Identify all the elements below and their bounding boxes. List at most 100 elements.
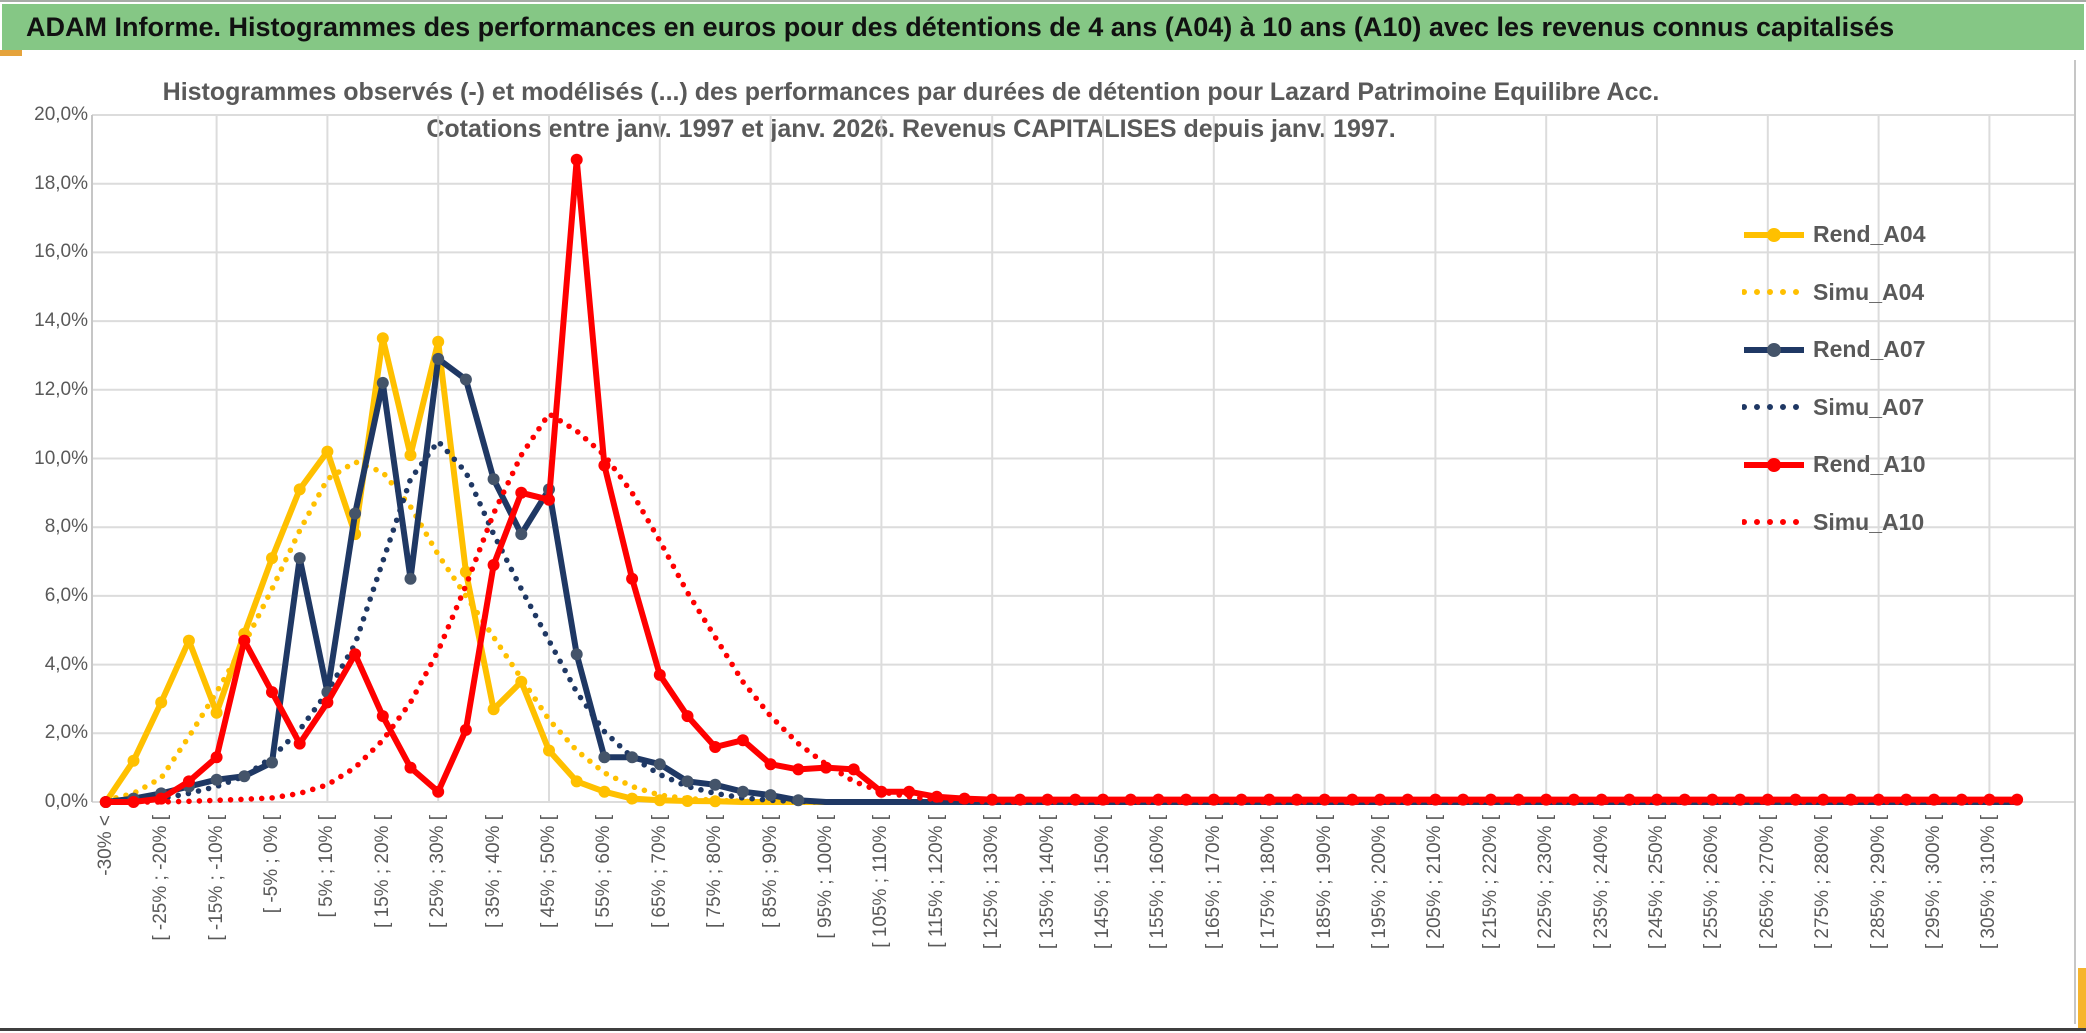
y-tick-label: 12,0% — [34, 378, 88, 400]
x-tick-label: [ 155% ; 160% [ — [1147, 815, 1169, 950]
data-point-marker — [653, 758, 666, 771]
x-tick-label: [ -5% ; 0% [ — [261, 815, 282, 914]
data-point-marker — [875, 785, 888, 798]
legend-swatch-line — [1744, 227, 1804, 242]
y-tick-label: 4,0% — [44, 653, 88, 675]
window-header: ADAM Informe. Histogrammes des performan… — [2, 4, 2084, 50]
x-tick-label: [ 255% ; 260% [ — [1701, 815, 1723, 950]
data-point-marker — [1706, 793, 1719, 806]
data-point-marker — [210, 773, 223, 786]
x-tick-label: [ 245% ; 250% [ — [1646, 815, 1667, 950]
data-point-marker — [709, 778, 722, 791]
data-point-marker — [349, 507, 362, 520]
x-tick-label: [ 35% ; 40% [ — [482, 815, 504, 929]
data-point-marker — [1097, 793, 1109, 806]
chart-title-line1: Histogrammes observés (-) et modélisés (… — [162, 78, 1660, 106]
data-point-marker — [1595, 793, 1608, 806]
x-tick-label: [ 5% ; 10% [ — [316, 815, 338, 918]
legend-item-simu-a10: Simu_A10 — [1742, 494, 1925, 552]
data-point-marker — [792, 763, 805, 776]
x-tick-label: [ 115% ; 120% [ — [925, 815, 947, 948]
data-point-marker — [626, 751, 639, 764]
data-point-marker — [1346, 793, 1359, 806]
x-tick-label: [ 225% ; 230% [ — [1535, 815, 1557, 950]
data-point-marker — [1955, 793, 1968, 806]
data-point-marker — [459, 565, 472, 578]
legend-item-simu-a07: Simu_A07 — [1742, 379, 1925, 437]
x-tick-label: [ 215% ; 220% [ — [1479, 815, 1501, 950]
legend-swatch-line — [1744, 342, 1804, 357]
data-point-marker — [432, 352, 445, 365]
window-bottom-border — [0, 1028, 2086, 1031]
data-point-marker — [1623, 793, 1636, 806]
data-point-marker — [293, 552, 306, 565]
data-point-marker — [1540, 793, 1553, 806]
data-point-marker — [1983, 793, 1996, 806]
data-point-marker — [127, 796, 140, 808]
x-tick-label: [ 135% ; 140% [ — [1036, 815, 1058, 950]
x-tick-label: [ 65% ; 70% [ — [648, 815, 670, 929]
data-point-marker — [487, 703, 500, 716]
legend-swatch-dots — [1742, 519, 1806, 526]
chart-title-line2: Cotations entre janv. 1997 et janv. 2026… — [426, 115, 1396, 143]
data-point-marker — [709, 795, 722, 808]
window-header-title: ADAM Informe. Histogrammes des performan… — [26, 11, 1895, 42]
data-point-marker — [459, 723, 472, 736]
data-point-marker — [1207, 793, 1220, 806]
data-point-marker — [376, 376, 389, 389]
y-tick-label: 0,0% — [44, 791, 88, 812]
data-point-marker — [2011, 793, 2024, 806]
data-point-marker — [570, 775, 583, 788]
series-rend-a10 — [99, 153, 2024, 808]
data-point-marker — [986, 793, 999, 806]
data-point-marker — [570, 153, 583, 166]
legend-swatch-dots — [1742, 289, 1806, 296]
data-point-marker — [182, 775, 195, 788]
data-point-marker — [515, 486, 528, 499]
data-point-marker — [266, 686, 278, 699]
header-accent-strip — [0, 50, 22, 56]
data-point-marker — [1872, 793, 1885, 806]
data-point-marker — [1512, 793, 1525, 806]
right-accent-bar — [2078, 968, 2086, 1031]
data-point-marker — [736, 785, 749, 798]
data-point-marker — [210, 751, 223, 764]
data-point-marker — [404, 572, 417, 585]
data-point-marker — [459, 373, 472, 386]
x-tick-label: [ 205% ; 210% [ — [1424, 815, 1446, 950]
data-point-marker — [404, 761, 417, 774]
legend-item-rend-a07: Rend_A07 — [1742, 321, 1925, 379]
series-line-simu-a07 — [103, 438, 2020, 805]
data-point-marker — [432, 785, 445, 798]
data-point-marker — [1844, 793, 1857, 806]
legend-label: Simu_A07 — [1813, 393, 1925, 420]
data-point-marker — [1235, 793, 1248, 806]
x-tick-label: [ 75% ; 80% [ — [704, 815, 726, 929]
data-point-marker — [487, 473, 500, 486]
y-tick-label: 8,0% — [44, 516, 88, 538]
x-tick-label: [ 15% ; 20% [ — [371, 815, 393, 929]
x-tick-label: [ 195% ; 200% [ — [1369, 815, 1390, 950]
y-tick-label: 10,0% — [34, 447, 88, 469]
data-point-marker — [238, 634, 251, 647]
data-point-marker — [764, 789, 777, 802]
data-point-marker — [847, 763, 860, 776]
data-point-marker — [792, 794, 805, 807]
data-point-marker — [709, 741, 722, 753]
series-line-rend-a10 — [105, 156, 2018, 805]
data-point-marker — [1374, 793, 1386, 806]
data-point-marker — [1124, 793, 1137, 806]
data-point-marker — [681, 775, 694, 788]
data-point-marker — [1567, 793, 1580, 806]
x-tick-label: [ 265% ; 270% [ — [1756, 815, 1778, 950]
data-point-marker — [155, 696, 168, 709]
data-point-marker — [1180, 793, 1193, 806]
data-point-marker — [653, 794, 666, 807]
legend-swatch-line — [1744, 457, 1804, 472]
data-point-marker — [543, 744, 555, 757]
x-tick-label: [ -25% ; -20% [ — [150, 815, 172, 941]
data-point-marker — [293, 737, 306, 750]
data-point-marker — [1041, 793, 1054, 806]
y-tick-label: 14,0% — [34, 310, 88, 332]
data-point-marker — [1678, 793, 1691, 806]
